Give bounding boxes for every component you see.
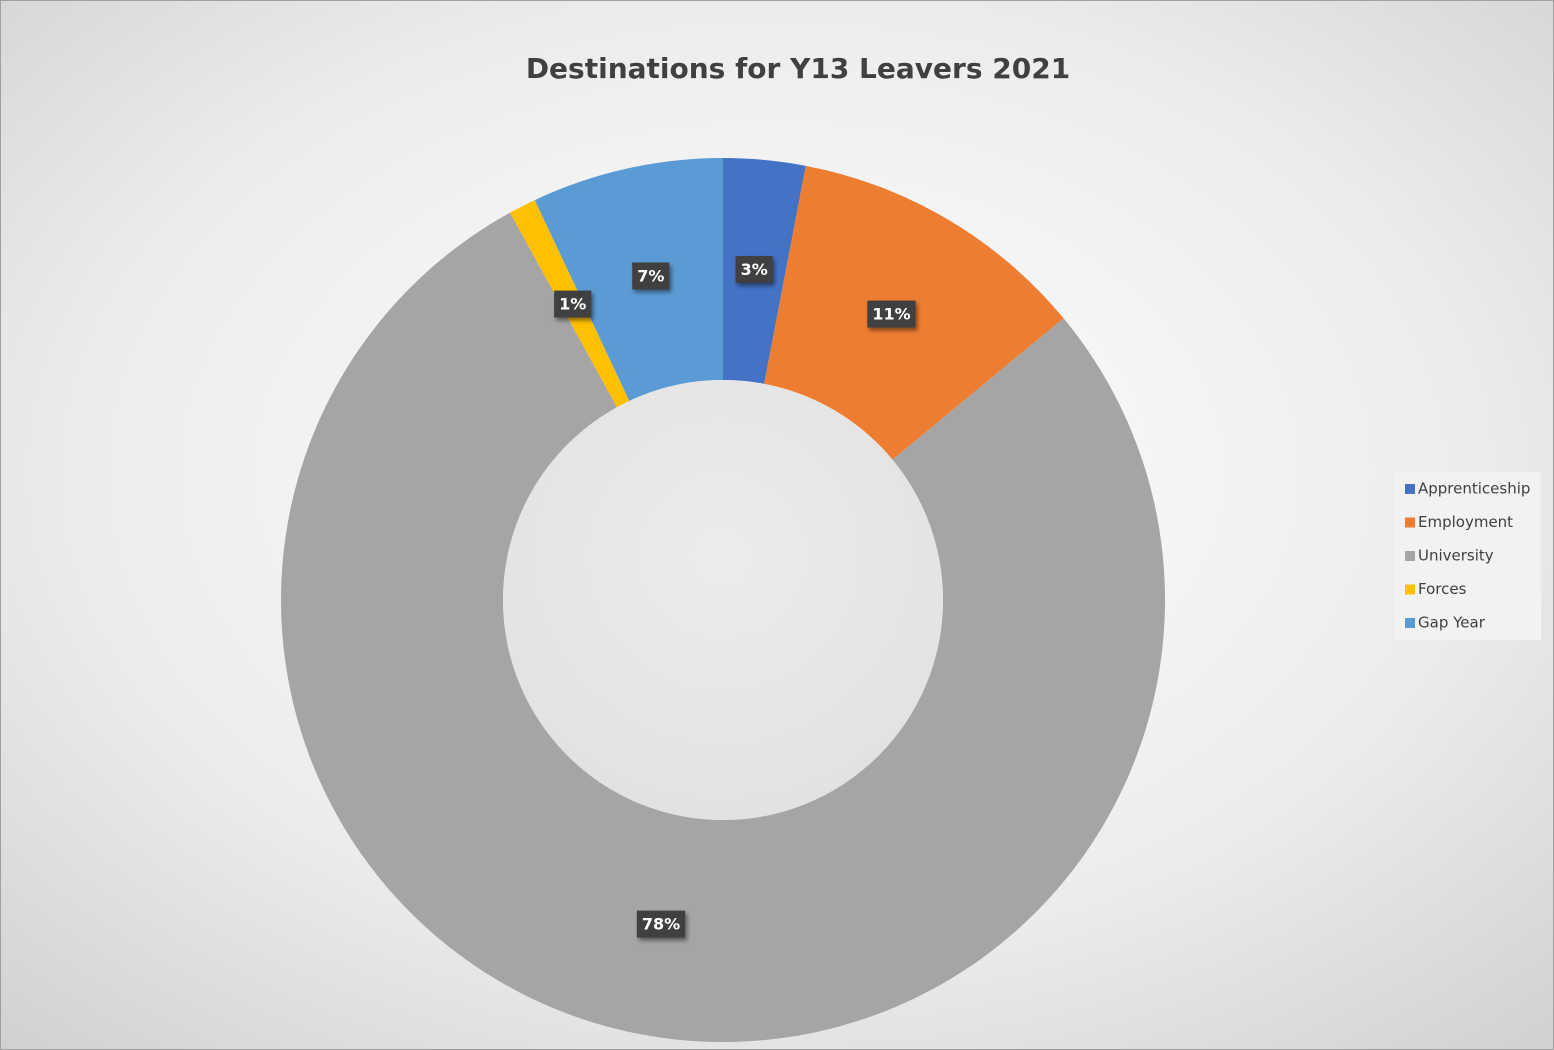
legend-swatch — [1405, 551, 1415, 561]
legend-box — [1395, 472, 1541, 640]
data-label-box — [735, 255, 773, 283]
data-label-text: 3% — [741, 260, 768, 279]
chart-title: Destinations for Y13 Leavers 2021 — [526, 52, 1070, 85]
legend-label: Gap Year — [1418, 614, 1486, 632]
legend-swatch — [1405, 618, 1415, 628]
legend-label: Apprenticeship — [1418, 480, 1530, 498]
data-label-text: 1% — [559, 295, 586, 314]
data-label-box — [632, 262, 670, 290]
donut-slice — [281, 212, 1166, 1043]
legend-swatch — [1405, 584, 1415, 595]
legend-swatch — [1405, 484, 1415, 494]
data-label: 3% — [735, 255, 773, 283]
data-label-box — [867, 300, 916, 328]
data-label-text: 11% — [872, 305, 910, 324]
data-label-box — [636, 910, 686, 938]
donut-hole — [503, 380, 943, 820]
data-label-box — [554, 290, 592, 318]
data-label: 7% — [632, 262, 670, 290]
data-label: 11% — [867, 300, 916, 328]
data-label-text: 78% — [642, 915, 680, 934]
data-label-text: 7% — [637, 266, 664, 285]
data-label: 1% — [554, 290, 592, 318]
legend-label: Forces — [1418, 580, 1467, 598]
legend-label: University — [1418, 547, 1494, 565]
donut-slice — [534, 158, 723, 401]
legend-swatch — [1405, 517, 1415, 528]
data-label: 78% — [636, 910, 686, 938]
legend-label: Employment — [1418, 513, 1513, 531]
